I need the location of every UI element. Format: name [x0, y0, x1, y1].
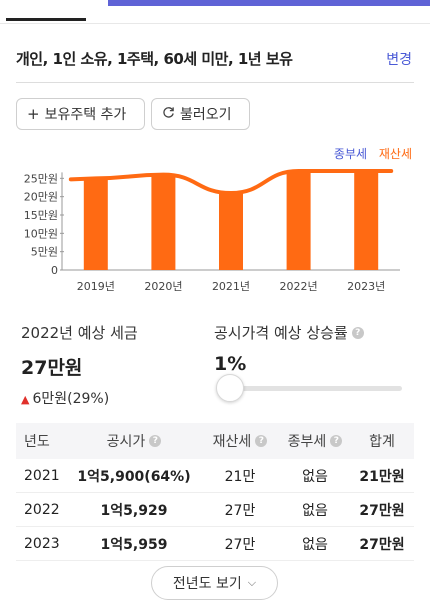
table-header: 년도 공시가? 재산세? 종부세? 합계: [16, 423, 414, 459]
bar: [219, 193, 243, 270]
question-icon[interactable]: ?: [351, 326, 364, 339]
add-house-button[interactable]: + 보유주택 추가: [16, 98, 145, 130]
tax-table: 년도 공시가? 재산세? 종부세? 합계 2021 1억5,900(64%) 2…: [16, 423, 414, 561]
table-row: 2021 1억5,900(64%) 21만 없음 21만원: [16, 459, 414, 493]
table-row: 2023 1억5,959 27만 없음 27만원: [16, 527, 414, 561]
header-property-tax-label: 재산세: [212, 434, 252, 450]
cell-property-tax: 21만: [224, 468, 256, 485]
question-icon[interactable]: ?: [330, 435, 343, 447]
chart-legend: 종부세 재산세: [334, 145, 412, 162]
x-tick-label: 2021년: [212, 280, 250, 293]
cell-price: 1억5,929: [100, 502, 168, 519]
summary-divider: [16, 82, 414, 83]
bar: [354, 171, 379, 270]
chevron-down-icon: ⌵: [247, 576, 257, 589]
cell-year: 2023: [24, 535, 60, 552]
cell-total: 27만원: [359, 502, 405, 519]
cell-total: 27만원: [359, 536, 405, 553]
y-tick-label: 25만원: [24, 172, 58, 185]
rate-label-row: 공시가격 예상 상승률 ?: [214, 322, 414, 343]
legend-comprehensive-tax: 종부세: [333, 147, 368, 161]
top-tab-bar: [0, 0, 430, 24]
tab-strip-accent: [108, 0, 430, 6]
previous-years-button[interactable]: 전년도 보기 ⌵: [151, 566, 278, 600]
active-tab-area[interactable]: [0, 0, 108, 6]
header-property-tax: 재산세?: [200, 431, 280, 451]
cell-property-tax: 27만: [224, 502, 256, 519]
cell-price: 1억5,900(64%): [77, 468, 191, 485]
forecast-block: 2022년 예상 세금 27만원 ▲ 6만원(29%): [21, 322, 211, 408]
condition-summary: 개인, 1인 소유, 1주택, 60세 미만, 1년 보유 변경: [16, 48, 414, 70]
load-label: 불러오기: [180, 107, 232, 123]
question-icon[interactable]: ?: [255, 435, 268, 447]
refresh-icon: [162, 105, 175, 123]
add-house-label: 보유주택 추가: [44, 107, 127, 123]
question-icon[interactable]: ?: [149, 435, 162, 447]
rate-block: 공시가격 예상 상승률 ? 1%: [214, 322, 414, 402]
cell-total: 21만원: [359, 468, 405, 485]
header-price-label: 공시가: [106, 434, 146, 450]
header-year: 년도: [24, 434, 50, 450]
cell-year: 2022: [24, 501, 60, 518]
forecast-delta: ▲ 6만원(29%): [21, 388, 211, 408]
previous-years-label: 전년도 보기: [172, 576, 242, 592]
active-tab-indicator: [6, 18, 86, 21]
bar: [286, 171, 311, 270]
forecast-label: 2022년 예상 세금: [21, 324, 138, 342]
triangle-up-icon: ▲: [21, 393, 30, 406]
load-button[interactable]: 불러오기: [151, 98, 250, 130]
header-total: 합계: [369, 434, 395, 450]
y-tick-label: 5만원: [31, 246, 58, 259]
y-tick-label: 20만원: [24, 191, 58, 204]
rate-label: 공시가격 예상 상승률: [214, 324, 348, 342]
change-condition-link[interactable]: 변경: [386, 52, 412, 68]
cell-comprehensive-tax: 없음: [302, 536, 328, 553]
x-tick-label: 2023년: [347, 280, 385, 293]
header-price: 공시가?: [68, 431, 200, 451]
header-comprehensive-tax-label: 종부세: [287, 434, 327, 450]
x-tick-label: 2020년: [144, 280, 182, 293]
rate-slider-track[interactable]: [230, 386, 402, 391]
y-tick-label: 15만원: [24, 209, 58, 222]
cell-comprehensive-tax: 없음: [302, 502, 328, 519]
rate-slider-handle[interactable]: [216, 374, 244, 402]
y-tick-label: 0: [51, 264, 58, 277]
x-tick-label: 2019년: [77, 280, 115, 293]
rate-value: 1%: [214, 353, 247, 375]
table-row: 2022 1억5,929 27만 없음 27만원: [16, 493, 414, 527]
cell-price: 1억5,959: [100, 536, 168, 553]
tax-chart: 0 5만원 10만원 15만원 20만원 25만원 2019년 2020년 2021년 2022년…: [24, 169, 400, 293]
cell-comprehensive-tax: 없음: [302, 468, 328, 485]
plus-icon: +: [27, 105, 40, 123]
forecast-delta-text: 6만원(29%): [32, 391, 110, 407]
bar: [151, 174, 176, 270]
x-tick-label: 2022년: [280, 280, 318, 293]
condition-summary-text: 개인, 1인 소유, 1주택, 60세 미만, 1년 보유: [16, 50, 293, 68]
forecast-value: 27만원: [21, 357, 83, 379]
header-comprehensive-tax: 종부세?: [280, 431, 350, 451]
bar: [83, 178, 108, 270]
cell-property-tax: 27만: [224, 536, 256, 553]
trend-line: [68, 169, 394, 196]
y-tick-label: 10만원: [24, 227, 58, 240]
cell-year: 2021: [24, 467, 60, 484]
legend-property-tax: 재산세: [378, 147, 412, 161]
